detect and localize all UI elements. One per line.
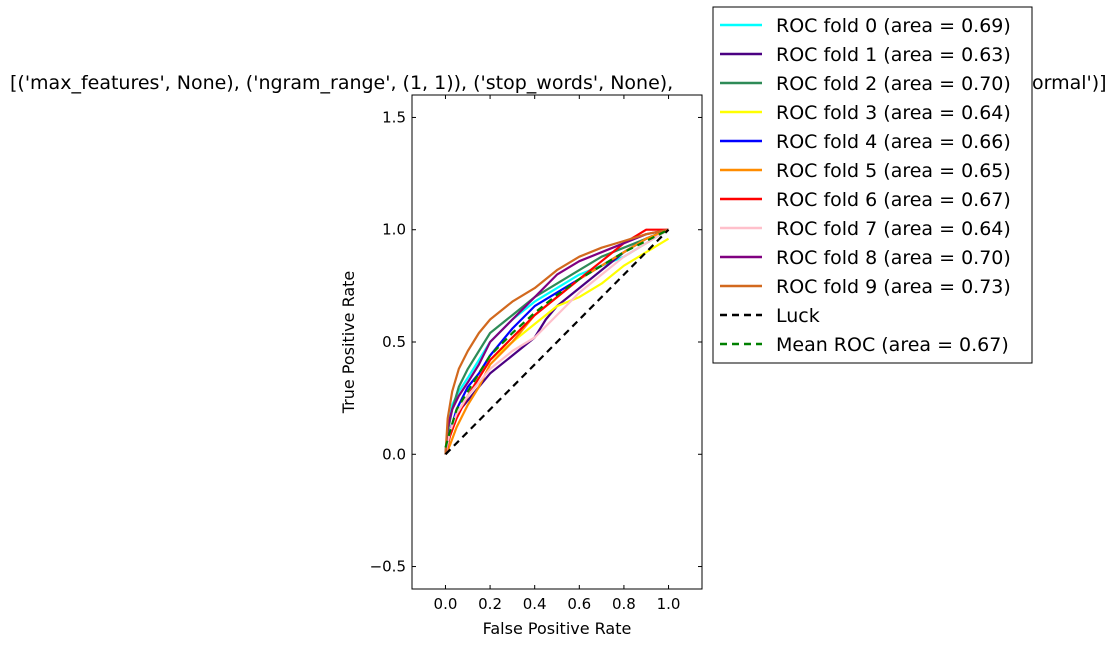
series-line-10 xyxy=(444,228,670,456)
legend-label: ROC fold 4 (area = 0.66) xyxy=(776,131,1011,153)
legend-label: ROC fold 9 (area = 0.73) xyxy=(776,276,1011,298)
series-layer xyxy=(444,228,670,456)
legend-label: ROC fold 6 (area = 0.67) xyxy=(776,189,1011,211)
series-line-7 xyxy=(444,228,670,455)
series-line-11 xyxy=(444,228,669,448)
chart-title: [('max_features', None), ('ngram_range',… xyxy=(10,72,673,94)
legend-label: ROC fold 1 (area = 0.63) xyxy=(776,44,1011,66)
legend-label: Mean ROC (area = 0.67) xyxy=(776,334,1009,356)
x-tick-label: 0.6 xyxy=(567,595,591,613)
legend: ROC fold 0 (area = 0.69) ROC fold 1 (area… xyxy=(712,6,1033,364)
y-axis-label: True Positive Rate xyxy=(339,271,358,415)
legend-box xyxy=(712,6,1033,364)
x-axis-label: False Positive Rate xyxy=(483,619,632,638)
y-tick-label: 0.0 xyxy=(382,445,406,463)
series-line-8 xyxy=(444,228,669,455)
series-line-6 xyxy=(444,228,669,455)
x-tick-label: 1.0 xyxy=(657,595,681,613)
y-axis: −0.5 0.0 0.5 1.0 1.5 xyxy=(370,108,702,576)
series-line-2 xyxy=(444,228,669,455)
legend-label: ROC fold 0 (area = 0.69) xyxy=(776,15,1011,37)
legend-label: ROC fold 7 (area = 0.64) xyxy=(776,218,1011,240)
y-tick-label: 1.5 xyxy=(382,108,406,126)
legend-label: Luck xyxy=(776,305,820,327)
legend-label: ROC fold 2 (area = 0.70) xyxy=(776,73,1011,95)
x-tick-label: 0.0 xyxy=(434,595,458,613)
x-tick-label: 0.4 xyxy=(523,595,547,613)
y-tick-label: −0.5 xyxy=(370,558,406,576)
series-line-9 xyxy=(444,228,669,455)
legend-label: ROC fold 8 (area = 0.70) xyxy=(776,247,1011,269)
y-tick-label: 1.0 xyxy=(382,221,406,239)
legend-label: ROC fold 5 (area = 0.65) xyxy=(776,160,1011,182)
x-axis: 0.0 0.2 0.4 0.6 0.8 1.0 xyxy=(434,95,681,613)
plot-area xyxy=(411,94,703,590)
y-tick-label: 0.5 xyxy=(382,333,406,351)
x-tick-label: 0.2 xyxy=(478,595,502,613)
legend-label: ROC fold 3 (area = 0.64) xyxy=(776,102,1011,124)
x-tick-label: 0.8 xyxy=(612,595,636,613)
chart-title-tail: ormal')] xyxy=(1032,72,1107,94)
